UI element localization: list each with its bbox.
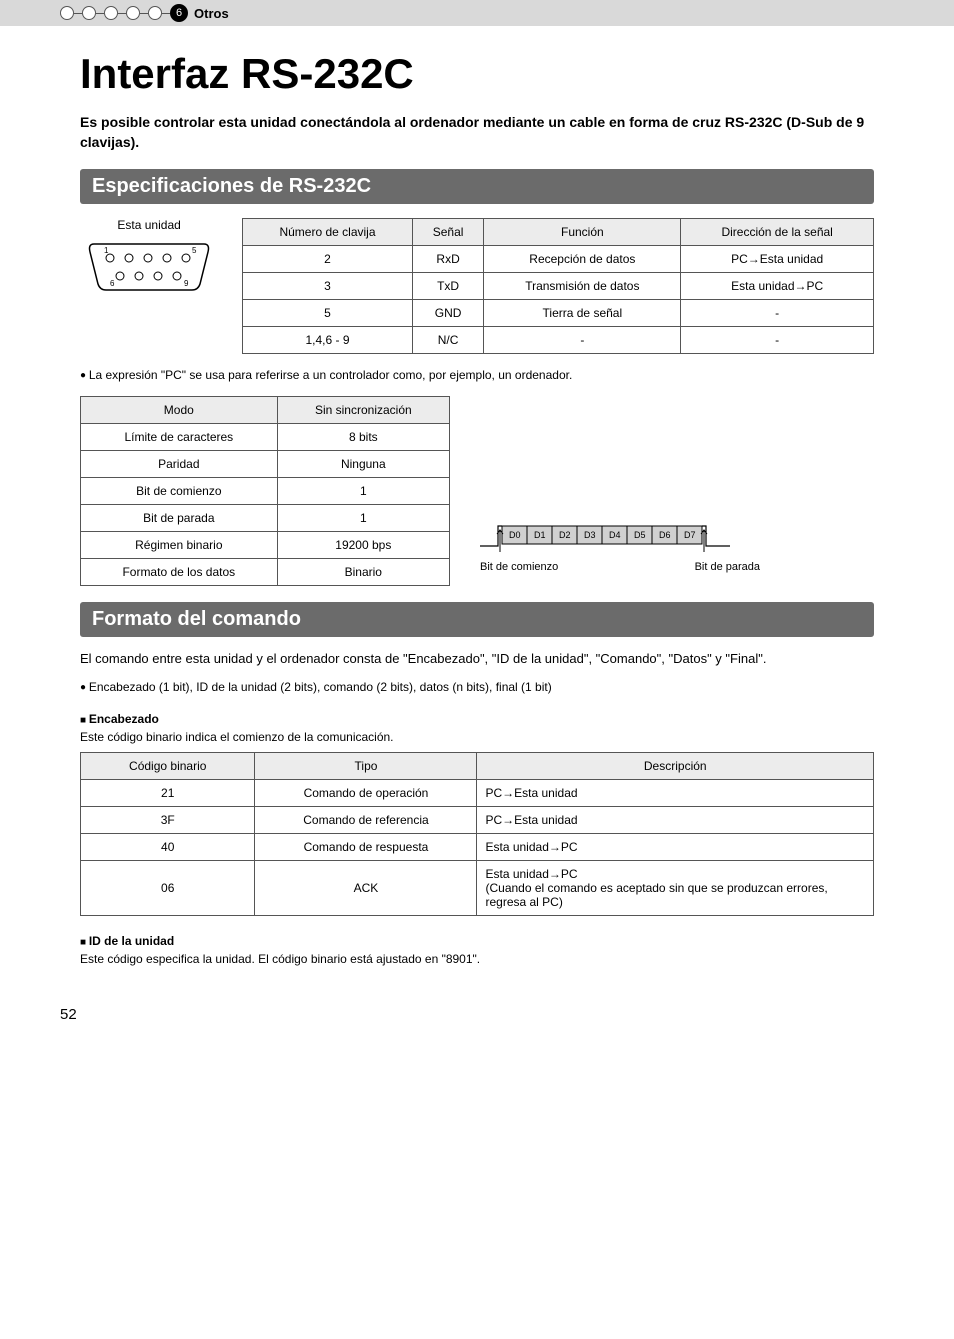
table-row: ModoSin sincronización xyxy=(81,396,450,423)
svg-text:D1: D1 xyxy=(534,530,546,540)
hdr-th-0: Código binario xyxy=(81,752,255,779)
svg-text:D2: D2 xyxy=(559,530,571,540)
svg-text:D3: D3 xyxy=(584,530,596,540)
breadcrumb: 6 Otros xyxy=(0,0,954,26)
timing-diagram: D0 D1 D2 D3 D4 D5 D6 D7 Bit de comienzo Bit de … xyxy=(480,516,760,573)
table-row: Formato de los datosBinario xyxy=(81,558,450,585)
table-row: Bit de comienzo1 xyxy=(81,477,450,504)
breadcrumb-label: Otros xyxy=(194,6,229,21)
table-row: 21Comando de operaciónPC→Esta unidad xyxy=(81,779,874,806)
section-spec-title: Especificaciones de RS-232C xyxy=(80,169,874,204)
mode-table: ModoSin sincronizaciónLímite de caracter… xyxy=(80,396,450,586)
table-row: 3FComando de referenciaPC→Esta unidad xyxy=(81,806,874,833)
pin-table: Número de clavija Señal Función Direcció… xyxy=(242,218,874,354)
breadcrumb-number: 6 xyxy=(170,4,188,22)
table-row: Bit de parada1 xyxy=(81,504,450,531)
table-row: 1,4,6 - 9N/C-- xyxy=(243,326,874,353)
db9-connector-icon: 1 5 6 9 xyxy=(84,238,214,294)
pin-th-2: Función xyxy=(484,218,681,245)
pin-th-1: Señal xyxy=(412,218,484,245)
hdr-th-2: Descripción xyxy=(477,752,874,779)
page-title: Interfaz RS-232C xyxy=(80,50,874,98)
svg-text:1: 1 xyxy=(104,246,109,255)
pin-th-3: Dirección de la señal xyxy=(681,218,874,245)
svg-text:D7: D7 xyxy=(684,530,696,540)
id-unidad-desc: Este código especifica la unidad. El cód… xyxy=(80,952,874,966)
breadcrumb-trail: 6 xyxy=(60,4,194,22)
bit-timing-icon: D0 D1 D2 D3 D4 D5 D6 D7 xyxy=(480,516,730,556)
port-diagram: Esta unidad 1 5 6 9 xyxy=(80,218,218,297)
timing-start-label: Bit de comienzo xyxy=(480,561,558,573)
svg-text:6: 6 xyxy=(110,279,115,288)
table-row: Límite de caracteres8 bits xyxy=(81,423,450,450)
encabezado-desc: Este código binario indica el comienzo d… xyxy=(80,730,874,744)
page-number: 52 xyxy=(60,1006,954,1023)
port-label: Esta unidad xyxy=(80,218,218,232)
table-row: ParidadNinguna xyxy=(81,450,450,477)
id-unidad-title: ID de la unidad xyxy=(80,934,874,948)
hdr-th-1: Tipo xyxy=(255,752,477,779)
svg-text:D6: D6 xyxy=(659,530,671,540)
section-cmd-title: Formato del comando xyxy=(80,602,874,637)
note-pc: La expresión "PC" se usa para referirse … xyxy=(80,368,874,382)
table-row: 2RxDRecepción de datosPC→Esta unidad xyxy=(243,245,874,272)
table-row: 3TxDTransmisión de datosEsta unidad→PC xyxy=(243,272,874,299)
cmd-intro: El comando entre esta unidad y el ordena… xyxy=(80,651,874,666)
table-row: 06ACKEsta unidad→PC (Cuando el comando e… xyxy=(81,860,874,915)
header-table: Código binario Tipo Descripción 21Comand… xyxy=(80,752,874,916)
svg-text:D4: D4 xyxy=(609,530,621,540)
table-row: 5GNDTierra de señal- xyxy=(243,299,874,326)
pin-th-0: Número de clavija xyxy=(243,218,413,245)
cmd-intro-2: Encabezado (1 bit), ID de la unidad (2 b… xyxy=(80,680,874,694)
svg-text:5: 5 xyxy=(192,246,197,255)
lead-paragraph: Es posible controlar esta unidad conectá… xyxy=(80,112,874,153)
table-row: 40Comando de respuestaEsta unidad→PC xyxy=(81,833,874,860)
svg-text:D0: D0 xyxy=(509,530,521,540)
svg-text:D5: D5 xyxy=(634,530,646,540)
encabezado-title: Encabezado xyxy=(80,712,874,726)
timing-stop-label: Bit de parada xyxy=(695,561,760,573)
table-row: Régimen binario19200 bps xyxy=(81,531,450,558)
svg-text:9: 9 xyxy=(184,279,189,288)
